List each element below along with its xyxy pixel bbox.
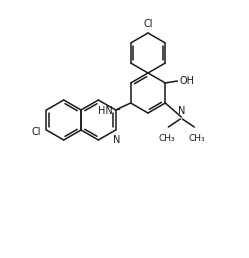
Text: Cl: Cl bbox=[143, 19, 153, 29]
Text: N: N bbox=[113, 135, 120, 145]
Text: HN: HN bbox=[98, 106, 113, 116]
Text: OH: OH bbox=[179, 76, 194, 86]
Text: CH₃: CH₃ bbox=[158, 134, 175, 143]
Text: Cl: Cl bbox=[32, 127, 41, 137]
Text: N: N bbox=[178, 106, 185, 116]
Text: CH₃: CH₃ bbox=[188, 134, 205, 143]
